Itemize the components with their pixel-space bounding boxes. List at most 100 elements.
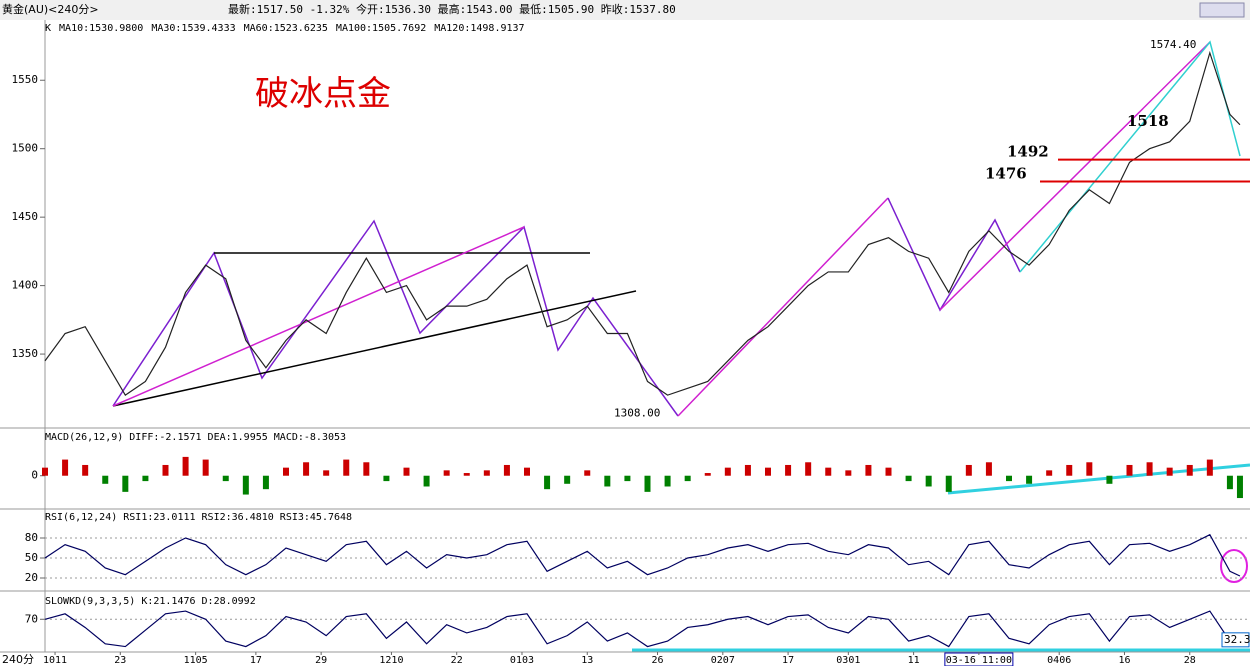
x-tick-label: 0301 xyxy=(836,655,860,666)
macd-bar xyxy=(544,475,551,490)
macd-bar xyxy=(363,462,370,476)
macd-bar xyxy=(765,467,771,476)
x-tick-label: 1105 xyxy=(184,655,208,666)
level-label: 1476 xyxy=(985,165,1027,183)
series-line xyxy=(44,533,1241,577)
pattern-lines xyxy=(112,40,1250,652)
macd-bar xyxy=(965,464,972,476)
period: 240分 xyxy=(2,653,34,666)
series-line xyxy=(44,50,1241,396)
macd-bar xyxy=(744,464,751,476)
macd-bar xyxy=(825,467,832,476)
x-tick-label: 1210 xyxy=(379,655,403,666)
panel-title: SLOWKD(9,3,3,5) K:21.1476 D:28.0992 xyxy=(45,596,256,607)
macd-bar xyxy=(102,475,109,484)
annotation: 1574.40 xyxy=(1150,38,1196,51)
macd-bar xyxy=(222,475,229,482)
macd-bar xyxy=(42,467,48,476)
x-tick-label: 16 xyxy=(1118,655,1130,666)
y-tick-label: 1550 xyxy=(12,73,39,86)
ma-legend: MA10:1530.9800 xyxy=(59,23,143,34)
macd-bar xyxy=(805,462,812,476)
macd-bar xyxy=(885,467,892,476)
macd-bar xyxy=(624,475,631,482)
macd-bar xyxy=(242,475,249,495)
instrument: 黄金(AU)<240分> xyxy=(2,2,99,16)
macd-bar xyxy=(1236,475,1243,499)
x-tick-label: 0406 xyxy=(1047,655,1071,666)
y-tick-label: 1500 xyxy=(12,142,39,155)
macd-bar xyxy=(62,459,69,476)
macd-bar xyxy=(785,464,792,476)
macd-bar xyxy=(283,467,289,476)
ma-legend: MA120:1498.9137 xyxy=(434,23,524,34)
macd-bar xyxy=(503,464,510,476)
macd-bar xyxy=(1206,459,1213,476)
macd-bar xyxy=(1106,475,1113,484)
x-tick-label: 17 xyxy=(250,655,262,666)
panel-title: MACD(26,12,9) DIFF:-2.1571 DEA:1.9955 MA… xyxy=(45,432,346,443)
x-tick-label: 22 xyxy=(451,655,463,666)
macd-bar xyxy=(303,462,310,476)
annotation: 1308.00 xyxy=(614,407,660,420)
series-line xyxy=(44,610,1241,648)
macd-bar xyxy=(162,464,169,476)
x-tick-label: 03-16 11:00 xyxy=(946,655,1012,666)
macd-bar xyxy=(1126,464,1133,476)
panel-title: RSI(6,12,24) RSI1:23.0111 RSI2:36.4810 R… xyxy=(45,512,352,523)
x-tick-label: 1011 xyxy=(43,655,67,666)
macd-bar xyxy=(423,475,430,487)
x-tick-label: 11 xyxy=(908,655,920,666)
macd-bar xyxy=(1066,464,1073,476)
x-tick-label: 13 xyxy=(581,655,593,666)
x-tick-label: 0207 xyxy=(711,655,735,666)
macd-bar xyxy=(403,467,410,476)
macd-bar xyxy=(945,475,952,492)
quote: 最新:1517.50 -1.32% 今开:1536.30 最高:1543.00 … xyxy=(228,2,676,16)
macd-bar xyxy=(905,475,912,482)
x-tick-label: 26 xyxy=(652,655,664,666)
macd-bar xyxy=(1046,470,1053,476)
y-tick-label: 80 xyxy=(25,531,38,544)
macd-bar xyxy=(463,473,470,476)
annotation: 1518 xyxy=(1127,112,1169,130)
macd-bar xyxy=(323,470,330,476)
header-bar xyxy=(0,0,1250,20)
macd-bar xyxy=(1166,467,1173,476)
ma-legend: MA60:1523.6235 xyxy=(244,23,328,34)
macd-bar xyxy=(1006,475,1012,482)
ma-legend: K xyxy=(45,23,51,34)
y-tick-label: 70 xyxy=(25,612,38,625)
x-tick-label: 0103 xyxy=(510,655,534,666)
macd-bar xyxy=(1026,475,1033,484)
nav-buttons[interactable] xyxy=(1199,2,1245,18)
macd-bar xyxy=(724,467,731,476)
macd-bar xyxy=(1186,464,1193,476)
macd-bar xyxy=(142,475,149,482)
macd-bar xyxy=(524,467,530,476)
x-tick-label: 17 xyxy=(782,655,794,666)
y-tick-label: 50 xyxy=(25,551,38,564)
macd-bar xyxy=(704,473,711,476)
macd-bar xyxy=(584,470,591,476)
macd-bar xyxy=(202,459,209,476)
x-tick-label: 23 xyxy=(114,655,126,666)
macd-bar xyxy=(985,462,992,476)
x-tick-label: 28 xyxy=(1184,655,1196,666)
y-tick-label: 1400 xyxy=(12,279,39,292)
last-value: 32.3 xyxy=(1224,633,1250,646)
macd-bar xyxy=(684,475,691,482)
x-tick-label: 29 xyxy=(315,655,327,666)
macd-bar xyxy=(383,475,390,482)
macd-bar xyxy=(122,475,129,492)
macd-bar xyxy=(1146,462,1153,476)
macd-bar xyxy=(1086,462,1093,476)
watermark-title: 破冰点金 xyxy=(255,74,391,114)
macd-bar xyxy=(343,459,350,476)
macd-bar xyxy=(483,470,490,476)
macd-bar xyxy=(865,464,872,476)
macd-bar xyxy=(845,470,852,476)
macd-bar xyxy=(644,475,651,492)
